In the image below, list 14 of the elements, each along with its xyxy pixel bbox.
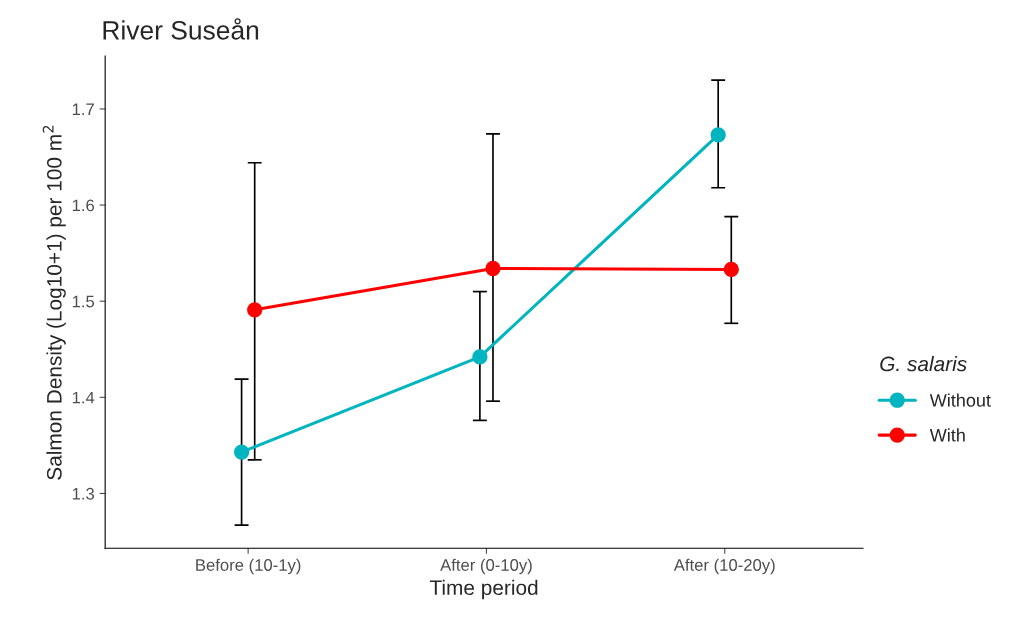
x-tick-label: After (10-20y): [673, 558, 775, 575]
y-tick-label: 1.4: [72, 391, 95, 404]
legend-label: With: [929, 428, 965, 442]
y-tick-label: 1.3: [72, 487, 95, 500]
x-tick-label: Before (10-1y): [196, 558, 301, 575]
legend-label: Without: [929, 393, 991, 407]
legend-title: G. salaris: [880, 355, 967, 372]
x-axis-title: Time period: [429, 579, 538, 600]
x-tick-label: After (0-10y): [440, 558, 532, 575]
y-tick-label: 1.5: [72, 295, 95, 308]
y-tick-label: 1.7: [72, 103, 94, 115]
y-tick-label: 1.6: [72, 199, 95, 212]
y-axis-title: Salmon Density (Log10+1) per 100 m$^{2}$: [42, 125, 66, 480]
chart-title: River Suseån: [103, 18, 259, 40]
